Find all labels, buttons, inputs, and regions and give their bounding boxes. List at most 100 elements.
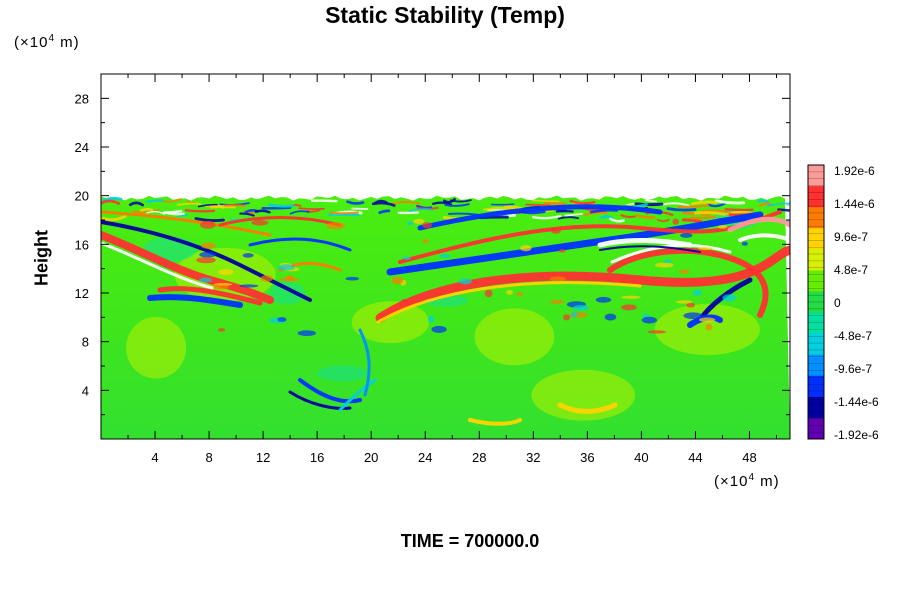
- x-tick-label: 8: [205, 450, 212, 465]
- field-streak: [544, 201, 566, 206]
- field-blob: [196, 256, 216, 264]
- field-blob: [698, 246, 713, 251]
- field-streak: [659, 202, 691, 207]
- x-tick-label: 44: [688, 450, 702, 465]
- x-axis-ticks: 4 8 12 16 20 24 28 32 36 40 44 48: [127, 74, 777, 465]
- field-streak: [531, 214, 562, 220]
- field-blob: [672, 218, 679, 225]
- field-blob: [402, 256, 411, 260]
- x-tick-label: 36: [580, 450, 594, 465]
- field-blob: [678, 269, 690, 274]
- field-streak: [346, 200, 365, 205]
- field-blob: [431, 325, 447, 333]
- field-band: [376, 281, 642, 324]
- field-streak: [132, 208, 160, 214]
- field-blob: [686, 302, 696, 308]
- field-streak: [378, 209, 391, 215]
- x-tick-label: 20: [364, 450, 378, 465]
- x-tick-label: 4: [151, 450, 158, 465]
- x-tick-label: 12: [256, 450, 270, 465]
- field-patch: [126, 316, 187, 379]
- field-band: [610, 243, 732, 264]
- field-band: [248, 237, 352, 252]
- field-streak: [531, 199, 560, 203]
- x-tick-label: 40: [634, 450, 648, 465]
- field-blob: [277, 264, 295, 271]
- y-tick-label: 12: [75, 286, 89, 301]
- field-streak: [620, 214, 636, 218]
- field-streak: [645, 199, 658, 203]
- field-blob: [285, 275, 295, 281]
- field-blob: [242, 253, 254, 258]
- field-streak: [408, 208, 433, 213]
- field-streak: [583, 211, 608, 216]
- field-blob: [422, 239, 429, 244]
- field-blob: [676, 300, 693, 304]
- field-patch: [317, 365, 368, 382]
- colorbar-swatch: [808, 417, 824, 440]
- field-streak: [557, 216, 580, 220]
- colorbar-swatch: [808, 396, 824, 419]
- colorbar-label: -1.44e-6: [834, 395, 879, 409]
- field-patch: [351, 301, 430, 344]
- colorbar-swatch: [808, 186, 824, 208]
- field-band: [288, 390, 352, 410]
- field-blob: [260, 275, 273, 282]
- field-streak: [766, 202, 790, 207]
- colorbar-swatch: [808, 207, 824, 229]
- field-streak: [525, 203, 552, 207]
- x-tick-label: 16: [310, 450, 324, 465]
- colorbar-swatch: [808, 228, 824, 250]
- time-label: TIME = 700000.0: [400, 531, 540, 551]
- field-blob: [239, 284, 259, 288]
- field-blob: [550, 300, 565, 305]
- x-tick-label: 32: [526, 450, 540, 465]
- field-streak: [450, 199, 472, 203]
- y-axis-unit: (×104 m): [14, 33, 80, 51]
- field-blob: [213, 282, 233, 286]
- field-blob: [277, 317, 287, 322]
- field-blob: [621, 295, 641, 299]
- field-band: [607, 247, 769, 318]
- field-blob: [391, 276, 404, 285]
- field-streak: [599, 215, 610, 219]
- field-blob: [641, 316, 658, 324]
- field-patch: [474, 308, 555, 366]
- field-blob: [199, 277, 212, 283]
- field-patch: [269, 281, 306, 305]
- field-blob: [741, 241, 748, 246]
- field-streak: [707, 202, 727, 208]
- field-streak: [177, 202, 202, 206]
- colorbar-label: -4.8e-7: [834, 329, 872, 343]
- field-blob: [571, 311, 578, 318]
- colorbar-swatch: [808, 333, 824, 356]
- field-blob: [698, 317, 716, 323]
- field-streak: [254, 209, 271, 214]
- field-streak: [268, 203, 295, 208]
- field-streak: [140, 207, 154, 212]
- field-streak: [757, 199, 770, 205]
- field-blob: [722, 294, 737, 302]
- colorbar-swatch: [808, 270, 824, 292]
- field-blob: [413, 218, 425, 224]
- field-blob: [326, 222, 346, 230]
- field-streak: [777, 208, 790, 212]
- field-blob: [563, 314, 571, 321]
- field-streak: [447, 212, 479, 216]
- colorbar-label: 0: [834, 296, 841, 310]
- y-tick-label: 16: [75, 237, 89, 252]
- field-streak: [677, 204, 710, 208]
- field-streak: [102, 196, 123, 202]
- colorbar-swatch: [808, 249, 824, 271]
- field-blob: [506, 289, 514, 295]
- stability-field: [101, 195, 790, 439]
- field-band: [386, 211, 764, 276]
- field-streak: [101, 199, 121, 205]
- field-streak: [690, 200, 718, 206]
- field-streak: [289, 210, 310, 215]
- field-streak: [589, 208, 619, 214]
- field-streak: [503, 205, 523, 210]
- field-streak: [298, 207, 325, 210]
- field-band: [101, 220, 312, 302]
